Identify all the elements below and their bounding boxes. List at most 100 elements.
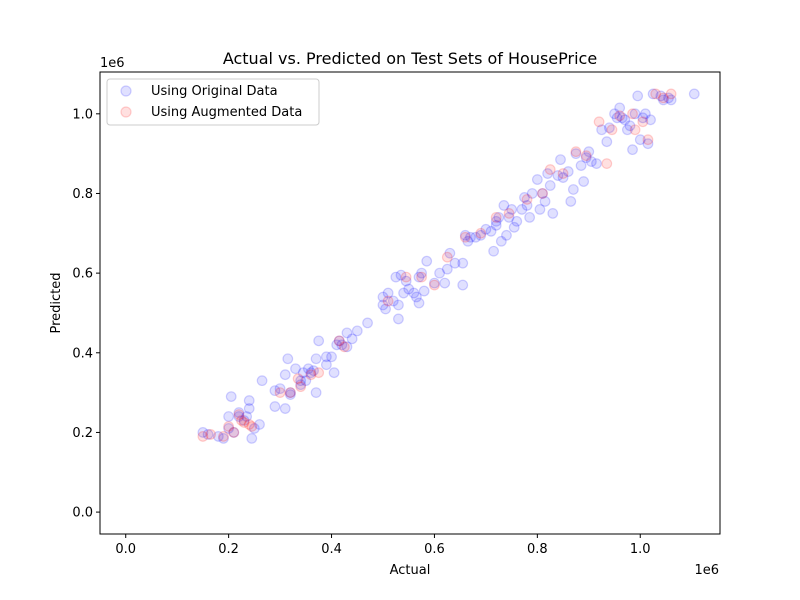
data-point <box>380 303 391 315</box>
data-point <box>228 427 240 438</box>
data-point <box>647 88 659 100</box>
data-point <box>223 423 235 434</box>
data-point <box>609 108 620 120</box>
legend-marker-augmented <box>120 106 132 118</box>
x-tick-label: 0.2 <box>218 542 239 557</box>
data-point <box>521 200 533 211</box>
data-point <box>233 409 245 420</box>
data-point <box>493 211 505 223</box>
y-axis-offset-label: 1e6 <box>100 56 125 71</box>
data-point <box>501 229 512 241</box>
data-point <box>627 108 638 120</box>
data-point <box>284 387 296 399</box>
data-point <box>274 387 286 399</box>
data-point <box>269 401 281 412</box>
data-point <box>580 150 592 162</box>
data-point <box>475 227 487 239</box>
data-point <box>336 339 348 351</box>
data-point <box>570 148 582 160</box>
y-tick-label: 0.6 <box>72 267 93 282</box>
data-point <box>544 180 556 191</box>
data-point <box>601 136 613 148</box>
data-point <box>418 285 430 297</box>
data-point <box>516 204 528 215</box>
data-point <box>292 373 304 385</box>
plot-area <box>100 72 720 534</box>
data-point <box>269 385 281 397</box>
data-point <box>688 88 700 100</box>
data-point <box>591 158 602 170</box>
data-point <box>416 271 427 283</box>
data-point <box>521 194 533 205</box>
data-point <box>627 144 638 156</box>
data-point <box>302 363 314 375</box>
data-point <box>524 211 536 223</box>
data-point <box>305 367 317 379</box>
x-tick-label: 0.4 <box>321 542 342 557</box>
data-point <box>637 112 649 124</box>
data-point <box>457 257 469 269</box>
x-axis: 0.0 0.2 0.4 0.6 0.8 1.0 <box>115 534 651 557</box>
data-point <box>583 146 595 158</box>
data-point <box>624 120 636 132</box>
y-tick-label: 0.4 <box>72 346 93 361</box>
data-point <box>616 112 628 124</box>
x-tick-label: 1.0 <box>630 542 651 557</box>
data-point <box>565 196 577 207</box>
data-point <box>284 389 296 401</box>
data-point <box>331 339 343 351</box>
data-point <box>362 317 373 329</box>
data-point <box>457 279 469 291</box>
data-point <box>310 387 322 399</box>
data-point <box>441 251 453 263</box>
data-point <box>629 124 641 136</box>
data-point <box>218 433 229 444</box>
data-point <box>333 335 345 347</box>
data-point <box>503 211 515 223</box>
data-point <box>603 122 615 134</box>
series-original-points <box>197 88 700 444</box>
data-point <box>223 411 235 422</box>
data-point <box>544 164 556 175</box>
data-point <box>197 431 209 442</box>
y-tick-label: 0.2 <box>72 426 93 441</box>
data-point <box>658 92 669 104</box>
data-point <box>508 221 520 233</box>
data-point <box>511 215 523 227</box>
data-point <box>233 407 245 418</box>
data-point <box>313 335 325 347</box>
data-point <box>228 427 240 438</box>
data-point <box>284 387 296 399</box>
data-point <box>542 168 554 179</box>
data-point <box>279 369 291 381</box>
data-point <box>619 114 631 126</box>
data-point <box>238 417 250 428</box>
data-point <box>459 229 471 241</box>
data-point <box>665 88 677 100</box>
data-point <box>557 168 569 179</box>
legend-label-original: Using Original Data <box>151 84 278 99</box>
data-point <box>593 116 605 128</box>
data-point <box>248 423 260 434</box>
data-point <box>650 88 662 100</box>
data-point <box>225 391 237 402</box>
data-point <box>639 108 651 120</box>
data-point <box>601 158 613 170</box>
data-point <box>503 207 515 219</box>
data-point <box>663 92 674 104</box>
data-point <box>411 291 422 303</box>
data-point <box>413 271 425 283</box>
data-point <box>537 188 548 199</box>
data-point <box>441 263 453 275</box>
data-point <box>282 353 294 365</box>
data-point <box>297 367 309 379</box>
data-point <box>429 279 440 291</box>
data-point <box>413 297 425 309</box>
data-point <box>645 114 656 126</box>
legend-label-augmented: Using Augmented Data <box>151 105 302 120</box>
data-point <box>320 351 332 363</box>
data-point <box>377 291 389 303</box>
data-point <box>400 275 412 287</box>
data-point <box>465 231 476 243</box>
data-point <box>519 192 530 203</box>
